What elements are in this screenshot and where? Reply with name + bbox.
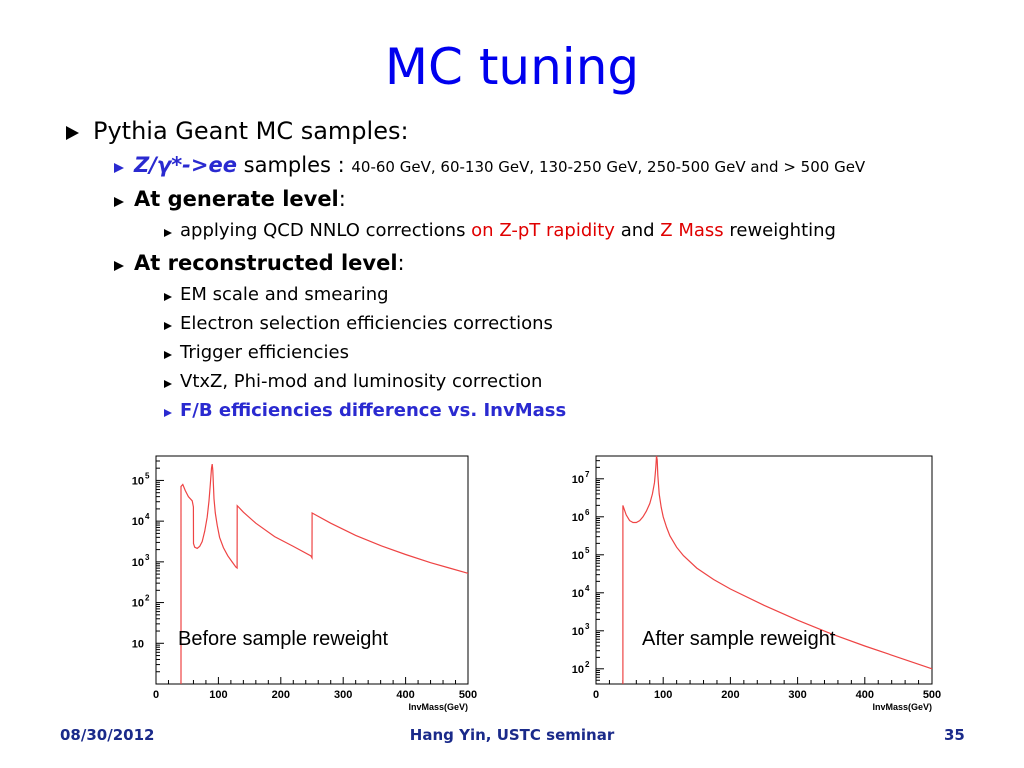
footer-date: 08/30/2012	[60, 726, 155, 744]
chart-annotation: After sample reweight	[642, 628, 836, 650]
footer-page-number: 35	[944, 726, 965, 744]
y-tick-label: 10	[572, 550, 584, 562]
bullet-text: F/B efficiencies difference vs. InvMass	[180, 400, 567, 421]
bullet-samples: Z/γ*->ee samples : 40-60 GeV, 60-130 GeV…	[114, 153, 865, 177]
mass-ranges: 40-60 GeV, 60-130 GeV, 130-250 GeV, 250-…	[351, 158, 866, 176]
bullet-vtxz: VtxZ, Phi-mod and luminosity correction	[164, 371, 542, 392]
y-tick-exponent: 5	[585, 546, 590, 555]
x-tick-label: 300	[334, 689, 352, 701]
chart-annotation: Before sample reweight	[178, 628, 389, 650]
x-tick-label: 100	[209, 689, 227, 701]
bullet-text: Trigger efficiencies	[180, 342, 350, 363]
bullet-generate-level: At generate level:	[114, 187, 346, 211]
y-tick-label: 10	[132, 638, 144, 650]
x-tick-label: 500	[923, 689, 941, 701]
footer-author: Hang Yin, USTC seminar	[409, 726, 615, 744]
x-tick-label: 500	[459, 689, 477, 701]
plot-frame	[155, 455, 469, 685]
bullet-fb-efficiencies: F/B efficiencies difference vs. InvMass	[164, 400, 566, 421]
colon: :	[397, 251, 405, 275]
arrow-bullet-icon	[164, 293, 172, 301]
bullet-qcd-corrections: applying QCD NNLO corrections on Z-pT ra…	[164, 220, 836, 241]
y-tick-exponent: 7	[585, 470, 590, 479]
bullet-text: reweighting	[723, 220, 836, 241]
arrow-bullet-icon	[164, 409, 172, 417]
x-axis-label: InvMass(GeV)	[872, 702, 932, 712]
arrow-bullet-icon	[164, 322, 172, 330]
bullet-text: Electron selection efficiencies correcti…	[180, 313, 553, 334]
bullet-text: VtxZ, Phi-mod and luminosity correction	[180, 371, 543, 392]
x-tick-label: 200	[721, 689, 739, 701]
y-tick-exponent: 4	[145, 512, 150, 521]
slide-title: MC tuning	[384, 38, 640, 96]
y-tick-label: 10	[132, 516, 144, 528]
y-tick-label: 10	[132, 475, 144, 487]
bullet-heading: At generate level	[134, 187, 339, 211]
y-tick-label: 10	[572, 626, 584, 638]
y-tick-exponent: 5	[145, 471, 150, 480]
bullet-text: samples :	[236, 153, 352, 177]
arrow-bullet-icon	[164, 229, 172, 237]
x-tick-label: 100	[654, 689, 672, 701]
bullet-em-scale: EM scale and smearing	[164, 284, 389, 305]
bullet-pythia: Pythia Geant MC samples:	[66, 117, 409, 145]
y-tick-label: 10	[572, 664, 584, 676]
arrow-bullet-icon	[114, 261, 124, 271]
bullet-trigger: Trigger efficiencies	[164, 342, 349, 363]
x-tick-label: 200	[272, 689, 290, 701]
bullet-text: EM scale and smearing	[180, 284, 389, 305]
arrow-bullet-icon	[66, 126, 79, 140]
arrow-bullet-icon	[114, 163, 124, 173]
y-tick-exponent: 2	[145, 594, 150, 603]
x-tick-label: 300	[788, 689, 806, 701]
series-line	[622, 455, 933, 684]
y-tick-exponent: 3	[585, 622, 590, 631]
y-tick-label: 10	[132, 557, 144, 569]
y-tick-exponent: 2	[585, 660, 590, 669]
x-tick-label: 0	[153, 689, 159, 701]
bullet-text: and	[614, 220, 661, 241]
colon: :	[338, 187, 346, 211]
series-line	[180, 463, 469, 684]
arrow-bullet-icon	[164, 351, 172, 359]
x-tick-label: 400	[396, 689, 414, 701]
x-tick-label: 0	[593, 689, 599, 701]
y-tick-label: 10	[572, 474, 584, 486]
y-tick-exponent: 4	[585, 584, 590, 593]
arrow-bullet-icon	[164, 380, 172, 388]
bullet-text: applying QCD NNLO corrections	[180, 220, 472, 241]
bullet-reconstructed-level: At reconstructed level:	[114, 251, 405, 275]
bullet-heading: At reconstructed level	[134, 251, 398, 275]
y-tick-label: 10	[572, 588, 584, 600]
x-axis-label: InvMass(GeV)	[408, 702, 468, 712]
y-tick-exponent: 3	[145, 553, 150, 562]
arrow-bullet-icon	[114, 197, 124, 207]
y-tick-label: 10	[572, 512, 584, 524]
highlight-text: Z Mass	[660, 220, 724, 241]
highlight-text: on Z-pT rapidity	[471, 220, 615, 241]
x-tick-label: 400	[856, 689, 874, 701]
process-label: Z/γ*->ee	[134, 153, 237, 177]
y-tick-exponent: 6	[585, 508, 590, 517]
bullet-electron-selection: Electron selection efficiencies correcti…	[164, 313, 553, 334]
bullet-text: Pythia Geant MC samples:	[93, 117, 409, 145]
y-tick-label: 10	[132, 598, 144, 610]
